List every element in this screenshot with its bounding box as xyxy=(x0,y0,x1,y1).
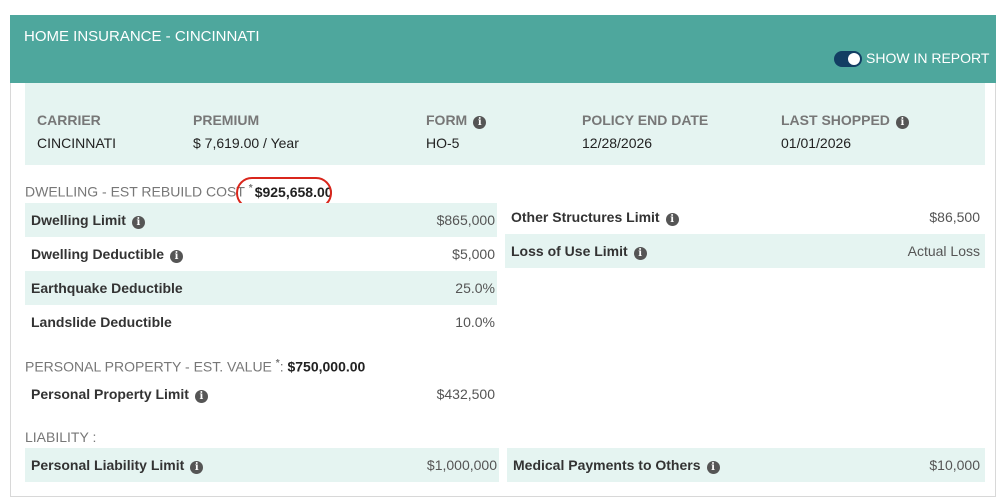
row-label-text: Medical Payments to Others xyxy=(513,457,701,473)
row-label: Dwelling Limit i xyxy=(31,212,145,229)
summary-label: POLICY END DATE xyxy=(582,112,709,128)
summary-band xyxy=(25,83,985,165)
summary-label: LAST SHOPPED i xyxy=(781,112,909,129)
section-label: DWELLING - EST REBUILD COST xyxy=(25,183,245,200)
summary-value: 12/28/2026 xyxy=(582,135,653,151)
detail-row xyxy=(505,200,985,234)
info-icon[interactable]: i xyxy=(131,216,145,229)
row-label: Landslide Deductible xyxy=(31,314,172,330)
detail-row xyxy=(505,234,985,268)
section-label: PERSONAL PROPERTY - EST. VALUE xyxy=(25,358,272,375)
row-label-text: Landslide Deductible xyxy=(31,314,172,330)
summary-label: PREMIUM xyxy=(193,112,260,128)
info-icon[interactable]: i xyxy=(194,390,208,403)
detail-row xyxy=(25,305,497,339)
row-value: $10,000 xyxy=(929,457,980,473)
row-value: $432,500 xyxy=(436,386,495,402)
row-value: 10.0% xyxy=(455,314,495,330)
row-label-text: Dwelling Limit xyxy=(31,212,126,228)
row-value: Actual Loss xyxy=(907,243,980,259)
info-icon[interactable]: i xyxy=(633,247,647,260)
summary-value: CINCINNATI xyxy=(37,135,117,151)
summary-label: FORM i xyxy=(426,112,487,129)
row-value: $1,000,000 xyxy=(426,457,497,473)
row-label-text: Personal Liability Limit xyxy=(31,457,185,473)
detail-row xyxy=(25,237,497,271)
colon: : xyxy=(279,358,284,375)
detail-row xyxy=(25,271,497,305)
row-label-text: Personal Property Limit xyxy=(31,386,189,402)
row-label-text: Loss of Use Limit xyxy=(511,243,628,259)
toggle-knob[interactable] xyxy=(848,53,860,65)
row-label: Medical Payments to Others i xyxy=(513,457,720,474)
row-label: Personal Liability Limit i xyxy=(31,457,204,474)
section-heading: LIABILITY : xyxy=(25,429,97,445)
section-value: $750,000.00 xyxy=(287,358,366,375)
row-label: Personal Property Limit i xyxy=(31,386,208,403)
section-value: $925,658.00 xyxy=(254,183,333,200)
row-value: $86,500 xyxy=(929,209,980,225)
row-value: $5,000 xyxy=(452,246,495,262)
info-icon[interactable]: i xyxy=(895,116,909,129)
info-icon[interactable]: i xyxy=(170,250,184,263)
card-title: HOME INSURANCE - CINCINNATI xyxy=(24,28,260,45)
row-label: Other Structures Limit i xyxy=(511,209,679,226)
section-heading: PERSONAL PROPERTY - EST. VALUE *: $750,0… xyxy=(25,358,365,375)
card-header xyxy=(10,15,996,83)
row-label: Dwelling Deductible i xyxy=(31,246,184,263)
row-label-text: Other Structures Limit xyxy=(511,209,660,225)
detail-row xyxy=(25,203,497,237)
detail-row xyxy=(507,448,985,482)
row-label: Loss of Use Limit i xyxy=(511,243,647,260)
row-label-text: Earthquake Deductible xyxy=(31,280,183,296)
summary-value: HO-5 xyxy=(426,135,460,151)
row-label: Earthquake Deductible xyxy=(31,280,183,296)
detail-row xyxy=(25,377,497,411)
asterisk: * xyxy=(275,358,280,369)
row-label-text: Dwelling Deductible xyxy=(31,246,165,262)
info-icon[interactable]: i xyxy=(665,213,679,226)
summary-value: $ 7,619.00 / Year xyxy=(193,135,299,151)
row-value: 25.0% xyxy=(455,280,495,296)
info-icon[interactable]: i xyxy=(473,116,487,129)
summary-label: CARRIER xyxy=(37,112,101,128)
row-value: $865,000 xyxy=(436,212,495,228)
info-icon[interactable]: i xyxy=(706,461,720,474)
summary-value: 01/01/2026 xyxy=(781,135,852,151)
info-icon[interactable]: i xyxy=(190,461,204,474)
toggle-label[interactable]: SHOW IN REPORT xyxy=(866,50,990,66)
section-heading: DWELLING - EST REBUILD COST * $925,658.00 xyxy=(25,183,333,200)
detail-row xyxy=(25,448,499,482)
